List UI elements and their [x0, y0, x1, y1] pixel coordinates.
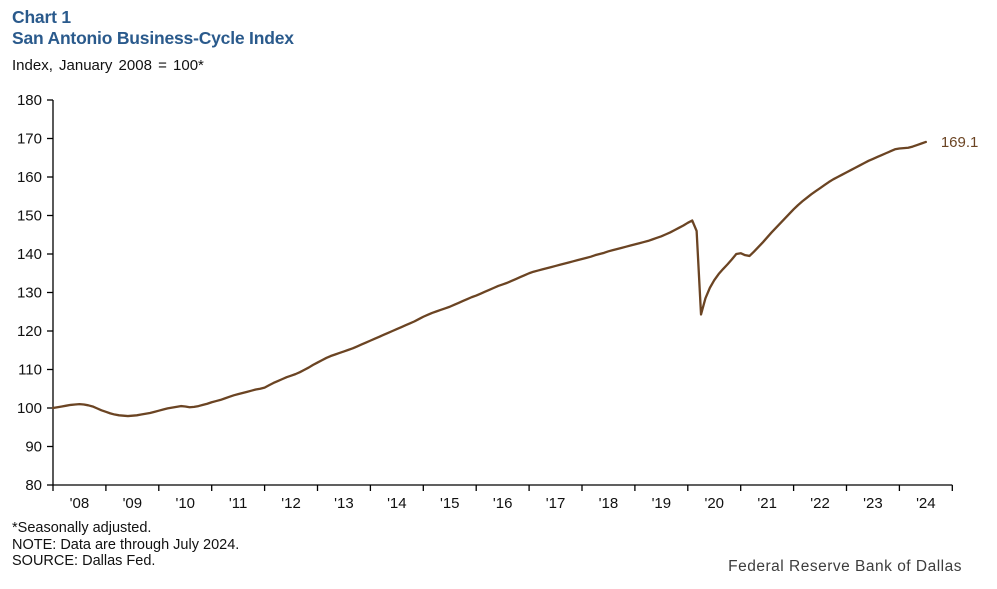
x-tick-label: '10 [175, 495, 195, 512]
x-tick-label: '21 [757, 495, 777, 512]
x-tick-label: '20 [704, 495, 724, 512]
page-title: San Antonio Business-Cycle Index [12, 28, 294, 48]
x-tick-label: '24 [916, 495, 936, 512]
x-tick-label: '13 [334, 495, 354, 512]
y-tick-label: 120 [17, 323, 42, 340]
axis-units-subtitle: Index, January 2008 = 100* [12, 57, 204, 74]
y-tick-label: 100 [17, 400, 42, 417]
y-axis-ticks: 80 90 100 110 120 130 140 150 160 170 180 [17, 92, 53, 494]
last-value-label: 169.1 [941, 134, 979, 151]
y-tick-label: 130 [17, 285, 42, 302]
x-tick-label: '22 [810, 495, 830, 512]
y-tick-label: 140 [17, 246, 42, 263]
footnote-source: SOURCE: Dallas Fed. [12, 553, 156, 569]
y-tick-label: 90 [25, 439, 42, 456]
x-tick-label: '14 [387, 495, 407, 512]
chart-number-label: Chart 1 [12, 7, 71, 27]
x-tick-label: '18 [599, 495, 619, 512]
x-tick-label: '19 [652, 495, 672, 512]
dallas-fed-wordmark: Federal Reserve Bank of Dallas [728, 558, 962, 575]
footnote-note: NOTE: Data are through July 2024. [12, 536, 240, 553]
x-tick-label: '08 [70, 495, 90, 512]
x-tick-label: '09 [123, 495, 143, 512]
y-tick-label: 180 [17, 92, 42, 109]
footnotes: *Seasonally adjusted. NOTE: Data are thr… [12, 520, 239, 570]
y-tick-label: 170 [17, 131, 42, 148]
x-tick-label: '23 [863, 495, 883, 512]
x-tick-label: '12 [281, 495, 301, 512]
y-tick-label: 80 [25, 477, 42, 494]
x-tick-label: '16 [493, 495, 513, 512]
x-tick-label: '17 [546, 495, 566, 512]
x-axis-ticks: '08 '09 '10 '11 '12 '13 '14 '15 '16 '17 '18 '19 '20 '… [52, 485, 953, 512]
x-tick-label: '11 [229, 495, 247, 512]
y-tick-label: 160 [17, 169, 42, 186]
chart-header: Chart 1 San Antonio Business-Cycle Index [12, 7, 294, 49]
index-series-line [51, 140, 927, 418]
y-tick-label: 150 [17, 208, 42, 225]
footnote-seasonal: *Seasonally adjusted. [12, 520, 152, 536]
y-tick-label: 110 [18, 362, 42, 379]
x-tick-label: '15 [440, 495, 460, 512]
